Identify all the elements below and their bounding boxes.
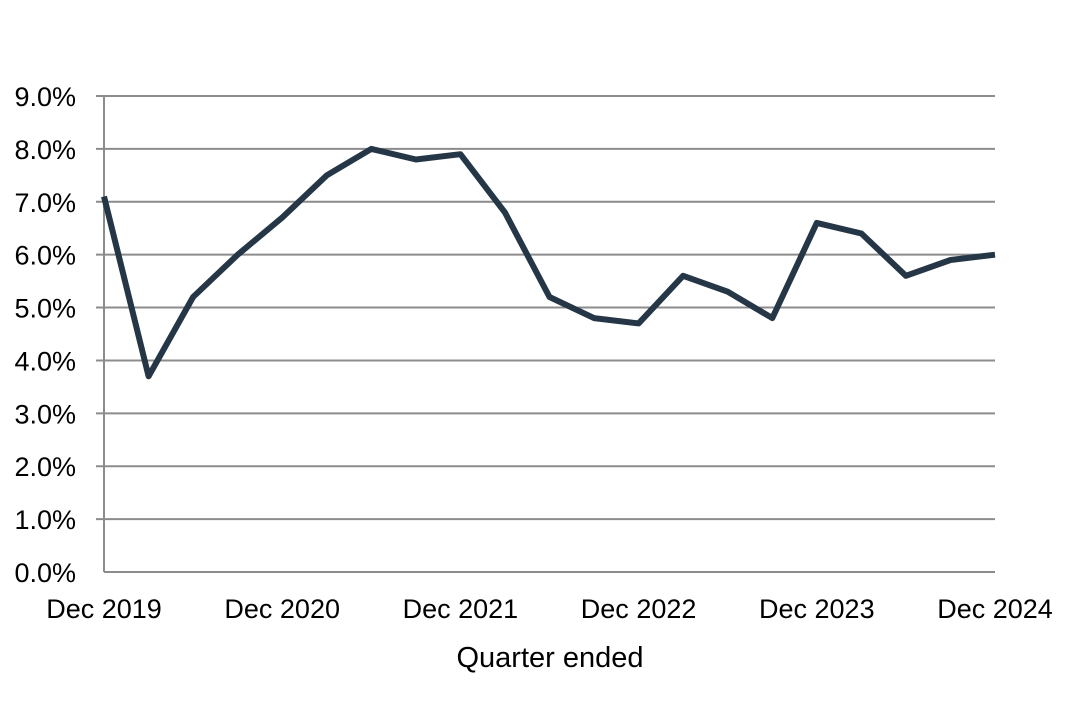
x-tick-label: Dec 2023 — [759, 594, 875, 624]
x-axis-title: Quarter ended — [456, 642, 643, 674]
x-tick-label: Dec 2024 — [937, 594, 1053, 624]
gridlines — [96, 95, 995, 573]
y-tick-label: 4.0% — [14, 346, 76, 376]
x-tick-label: Dec 2021 — [403, 594, 519, 624]
y-tick-label: 5.0% — [14, 294, 76, 324]
y-tick-label: 0.0% — [14, 558, 76, 588]
x-tick-label: Dec 2020 — [224, 594, 340, 624]
y-tick-label: 2.0% — [14, 452, 76, 482]
y-tick-label: 7.0% — [14, 188, 76, 218]
y-tick-label: 1.0% — [14, 505, 76, 535]
y-tick-label: 3.0% — [14, 399, 76, 429]
x-tick-label: Dec 2019 — [46, 594, 162, 624]
y-tick-label: 6.0% — [14, 241, 76, 271]
series-line — [101, 145, 996, 380]
y-tick-label: 9.0% — [14, 82, 76, 112]
plot-area — [101, 145, 996, 380]
x-tick-label: Dec 2022 — [581, 594, 697, 624]
y-tick-label: 8.0% — [14, 135, 76, 165]
y-axis: 0.0% 1.0% 2.0% 3.0% 4.0% 5.0% 6.0% 7.0% 8.0% 9.0% — [14, 82, 76, 588]
x-axis: Dec 2019 Dec 2020 Dec 2021 Dec 2022 Dec 2023… — [46, 594, 1053, 624]
